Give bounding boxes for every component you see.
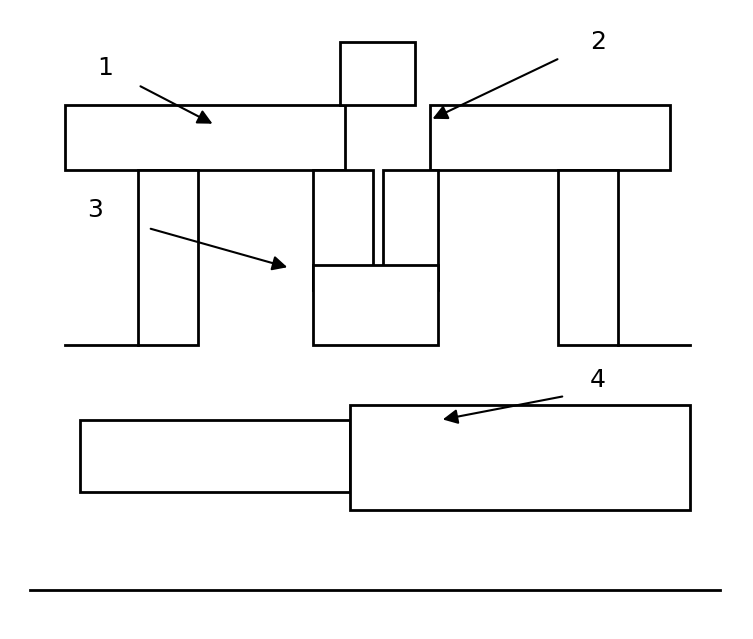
- Bar: [558, 170, 618, 345]
- Bar: [313, 170, 373, 290]
- Bar: [313, 265, 438, 345]
- Bar: [80, 420, 350, 492]
- Text: 1: 1: [97, 56, 113, 80]
- Bar: [350, 405, 690, 510]
- Bar: [430, 105, 670, 170]
- Text: 3: 3: [87, 198, 103, 222]
- Bar: [138, 170, 198, 345]
- Bar: [65, 105, 345, 170]
- Bar: [383, 170, 438, 290]
- Bar: [340, 42, 415, 105]
- Text: 2: 2: [590, 30, 606, 54]
- Text: 4: 4: [590, 368, 606, 392]
